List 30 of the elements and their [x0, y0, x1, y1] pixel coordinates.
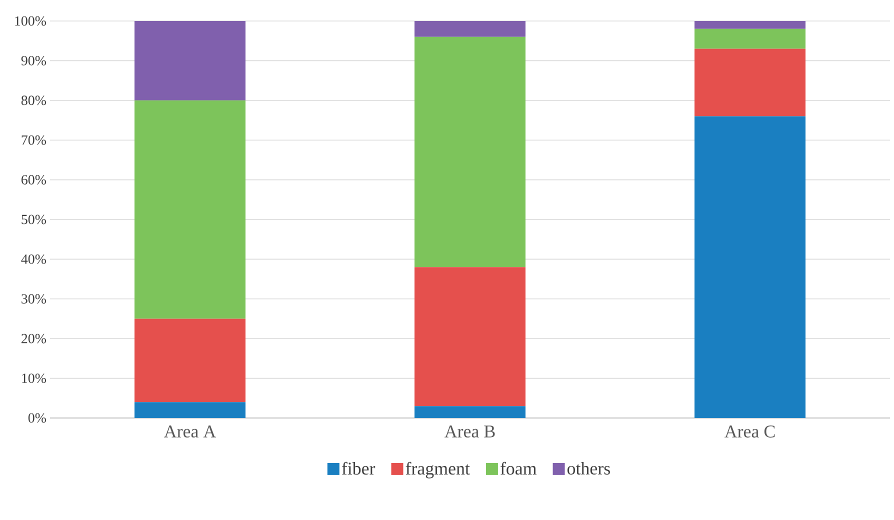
y-tick-label: 10%: [22, 374, 46, 384]
bar: [694, 116, 806, 418]
y-tick-label: 70%: [22, 135, 46, 145]
bar: [134, 318, 246, 402]
bar: [694, 28, 806, 49]
legend-label: foam: [500, 462, 537, 475]
bar: [694, 48, 806, 116]
y-tick-label: 80%: [21, 96, 46, 106]
y-tick-label: 30%: [22, 294, 46, 304]
bar: [414, 20, 526, 37]
y-tick-label: 90%: [21, 56, 46, 66]
bar: [134, 100, 246, 319]
y-tick-label: 100%: [15, 16, 46, 26]
bar: [134, 402, 246, 418]
x-tick-label: Area A: [164, 426, 216, 438]
y-tick-label: 50%: [22, 214, 46, 224]
bar: [414, 267, 526, 406]
y-tick-label: 20%: [22, 334, 46, 344]
x-tick-label: Area C: [724, 426, 775, 438]
bar: [134, 20, 246, 100]
legend-label: fragment: [406, 462, 470, 478]
y-tick-label: 0%: [28, 413, 46, 423]
bar: [414, 36, 526, 268]
legend-label: others: [567, 462, 610, 475]
y-tick-label: 40%: [21, 254, 46, 264]
bar: [694, 20, 806, 29]
y-tick-label: 60%: [22, 175, 46, 185]
x-tick-label: Area B: [444, 426, 495, 438]
bar: [414, 406, 526, 418]
legend-label: fiber: [342, 462, 376, 475]
